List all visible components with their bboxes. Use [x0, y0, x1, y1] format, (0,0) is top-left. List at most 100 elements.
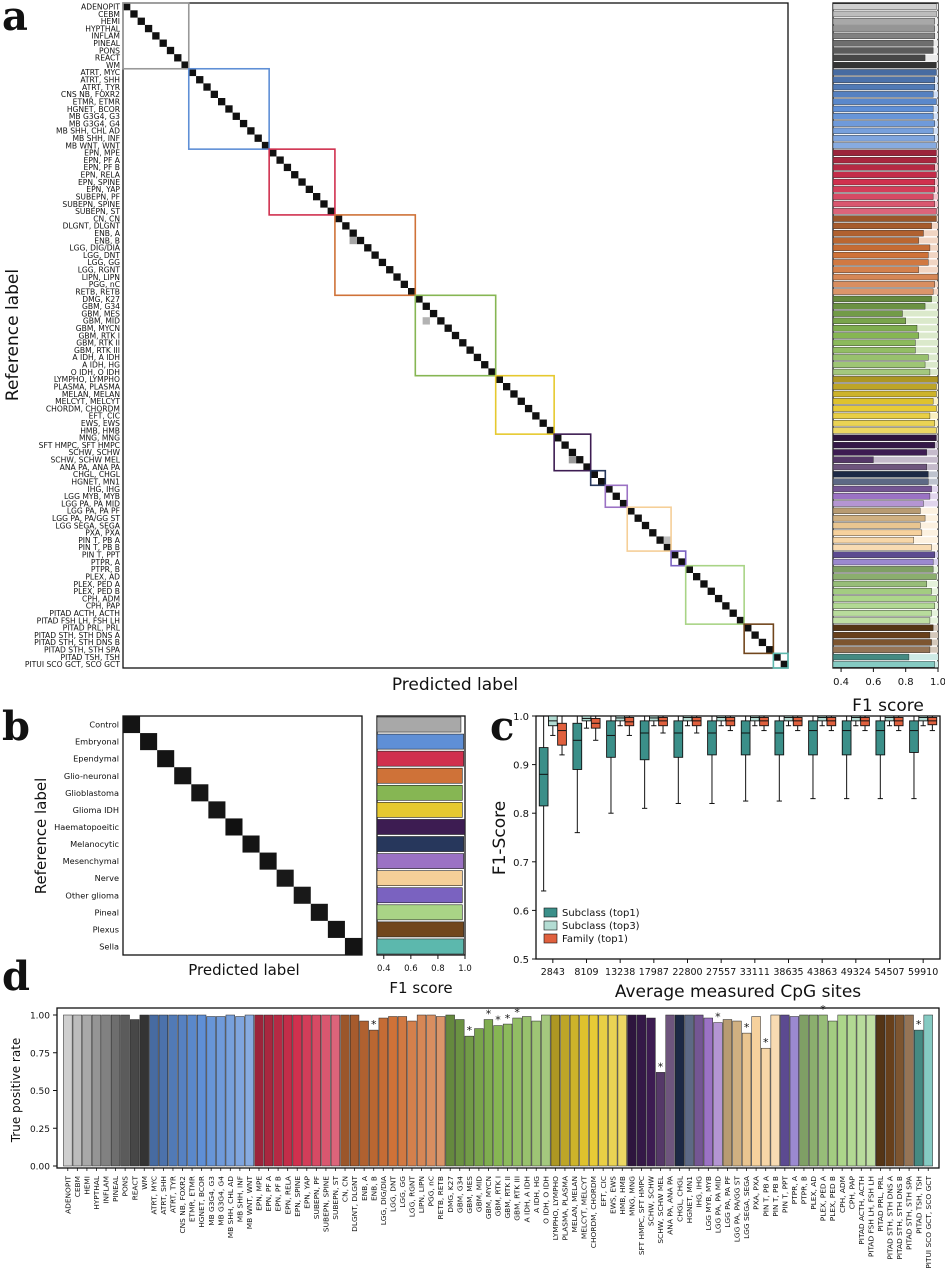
- row-label-pin-t-pb-b: PIN T, PB B: [78, 543, 120, 552]
- row-label-mb-g3g4-g4: MB G3G4, G4: [69, 119, 120, 128]
- d-xtick-label-cph-adm: CPH, ADM: [838, 1176, 847, 1213]
- d-xtick-label-hemi: HEMI: [83, 1176, 92, 1195]
- d-xtick-label-enb-a: ENB, A: [360, 1176, 369, 1201]
- f1-bar-lgg-pa-pa-mid: [832, 500, 924, 507]
- b-row-label-mesenchymal: Mesenchymal: [63, 856, 119, 866]
- f1-bar-pitad-sth-sth-spa: [832, 646, 931, 653]
- b-row-label-sella: Sella: [99, 941, 119, 951]
- d-star-enb-b: *: [371, 1018, 377, 1031]
- f1-bar-sft-hmpc-sft-hmpc: [832, 441, 935, 449]
- cell-diagonal-lgg-sega-sega: [641, 521, 650, 530]
- d-xtick-label-pitad-sth-sth-dns-a: PITAD STH, STH DNS A: [886, 1176, 895, 1260]
- d-xtick-label-hgnet-mn1: HGNET, MN1: [685, 1176, 694, 1224]
- row-label-chgl-chgl: CHGL, CHGL: [73, 470, 121, 479]
- d-xtick-label-chgl-chgl: CHGL, CHGL: [675, 1175, 684, 1222]
- box-subclass-top1-27557: [707, 715, 717, 804]
- b-f1-bar-embryonal: [376, 733, 464, 750]
- legend-label-subclass-top3: Subclass (top3): [562, 921, 640, 932]
- f1-bar-epn-pf-a: [832, 156, 937, 164]
- cell-diagonal-cph-pap: [722, 602, 730, 610]
- f1-bar-mb-g3g4-g4: [832, 120, 935, 127]
- box-subclass-top3-49324: [851, 715, 861, 727]
- row-label-gbm-rtk-iii: GBM, RTK III: [74, 346, 120, 355]
- d-xtick-label-pin-t-ppt: PIN T, PPT: [780, 1176, 789, 1214]
- iqr-subclass-top1-38635: [774, 720, 785, 756]
- f1-bar-gbm-rtk-ii: [832, 339, 916, 346]
- f1-bar-pgg-nc: [832, 281, 935, 288]
- box-subclass-top1-43863: [808, 715, 818, 800]
- family-box-mesenchymal: [604, 484, 629, 509]
- f1-bg-schw-schw-mel: [833, 456, 938, 463]
- d-bar-cph-pap: [847, 1014, 857, 1167]
- panel-a-frame: [122, 2, 789, 669]
- d-xtick-label-ihg-ihg: IHG, IHG: [694, 1176, 703, 1208]
- f1-bar-schw-schw-mel: [832, 456, 874, 463]
- cell-diagonal-lgg-gg: [378, 258, 387, 267]
- b-row-label-glioblastoma: Glioblastoma: [65, 788, 119, 798]
- row-label-inflam: INFLAM: [92, 32, 120, 41]
- f1-bar-gbm-mes: [832, 310, 903, 317]
- row-label-ews-ews: EWS, EWS: [81, 419, 120, 428]
- box-family-top1-54507: [893, 715, 904, 732]
- row-label-a-idh-a-idh: A IDH, A IDH: [72, 353, 120, 362]
- row-label-dmg-k27: DMG, K27: [82, 295, 120, 304]
- f1-bar-cns-nb-foxr2: [832, 91, 934, 98]
- cell-offdiag-gbm-mid: [422, 317, 430, 325]
- cell-diagonal-plasma-plasma: [503, 383, 511, 391]
- b-cell-other-glioma: [293, 886, 311, 904]
- f1-bar-pitad-tsh-tsh: [832, 653, 910, 661]
- d-xtick-label-schw-schw: SCHW, SCHW: [647, 1175, 656, 1226]
- f1-bar-epn-rela: [832, 171, 937, 178]
- d-xtick-label-pitad-prl-prl: PITAD PRL, PRL: [876, 1175, 885, 1232]
- d-bar-pitad-prl-prl: [875, 1014, 886, 1167]
- row-label-pitad-acth-acth: PITAD ACTH, ACTH: [49, 609, 120, 618]
- d-xtick-label-enb-b: ENB, B: [369, 1176, 378, 1201]
- row-label-subepn-st: SUBEPN, ST: [75, 207, 120, 216]
- panel-a-xlabel: Predicted label: [392, 675, 518, 695]
- row-label-subepn-pf: SUBEPN, PF: [76, 192, 120, 201]
- cell-diagonal-chgl-chgl: [590, 470, 598, 478]
- row-label-melcyt-melcyt: MELCYT, MELCYT: [55, 397, 120, 406]
- family-box-control: [122, 2, 190, 70]
- box-family-top1-38635: [792, 715, 803, 732]
- d-xtick-label-ana-pa-ana-pa: ANA PA, ANA PA: [666, 1176, 675, 1235]
- cell-diagonal-enb-b: [356, 236, 365, 245]
- f1-bar-pitad-sth-sth-dns-b: [832, 639, 932, 646]
- d-xtick-label-atrt-shh: ATRT, SHH: [159, 1176, 168, 1215]
- d-bar-epn-rela: [283, 1014, 293, 1167]
- row-label-pxa-pxa: PXA, PXA: [85, 529, 121, 538]
- d-bar-a-idh-a-idh: [522, 1016, 532, 1167]
- panel-b-confusion-matrix: Control Embryonal Ependymal Glio-neuronal Gl…: [32, 715, 363, 979]
- f1-bar-cebm: [832, 10, 937, 18]
- row-label-atrt-myc: ATRT, MYC: [80, 68, 120, 77]
- d-bar-lgg-dnt: [388, 1016, 398, 1167]
- f1-bar-lgg-dnt: [832, 251, 929, 259]
- box-family-top1-17987: [658, 715, 668, 734]
- iqr-subclass-top1-22800: [673, 720, 684, 758]
- d-xtick-label-mb-g3g4-g3: MB G3G4, G3: [207, 1176, 216, 1226]
- panel-a-confusion-matrix: ADENOPITCEBMHEMIHYPTHALINFLAMPINEALPONSR…: [3, 2, 789, 695]
- panel-b-f1-bar-group: [376, 716, 466, 955]
- d-bar-gbm-rtk-i: [493, 1025, 503, 1167]
- cell-diagonal-ihg-ihg: [605, 485, 613, 493]
- cell-diagonal-react: [174, 54, 182, 62]
- f1-tick-label-2: 0.8: [898, 677, 914, 688]
- b-f1-bar-sella: [376, 938, 464, 955]
- row-label-schw-schw: SCHW, SCHW: [68, 448, 120, 457]
- d-bar-ihg-ihg: [694, 1014, 704, 1167]
- d-bar-schw-schw: [646, 1017, 656, 1167]
- cell-diagonal-lgg-pa-pa-mid: [619, 499, 628, 508]
- d-bar-ptpr-b: [799, 1014, 809, 1167]
- family-box-other-glioma: [670, 550, 687, 567]
- d-xtick-label-a-idh-a-idh: A IDH, A IDH: [522, 1176, 531, 1222]
- panel-a-f1-label: F1 score: [852, 696, 924, 716]
- row-label-pin-t-pb-a: PIN T, PB A: [78, 536, 121, 545]
- cell-diagonal-melan-melan: [510, 390, 518, 398]
- f1-bar-a-idh-hg: [832, 361, 926, 368]
- row-label-pitad-sth-sth-dns-a: PITAD STH, STH DNS A: [34, 631, 121, 640]
- box-subclass-top1-17987: [639, 715, 650, 809]
- d-bar-epn-mpe: [254, 1014, 264, 1167]
- f1-bar-enb-b: [832, 237, 919, 244]
- iqr-family-top1-17987: [658, 717, 668, 727]
